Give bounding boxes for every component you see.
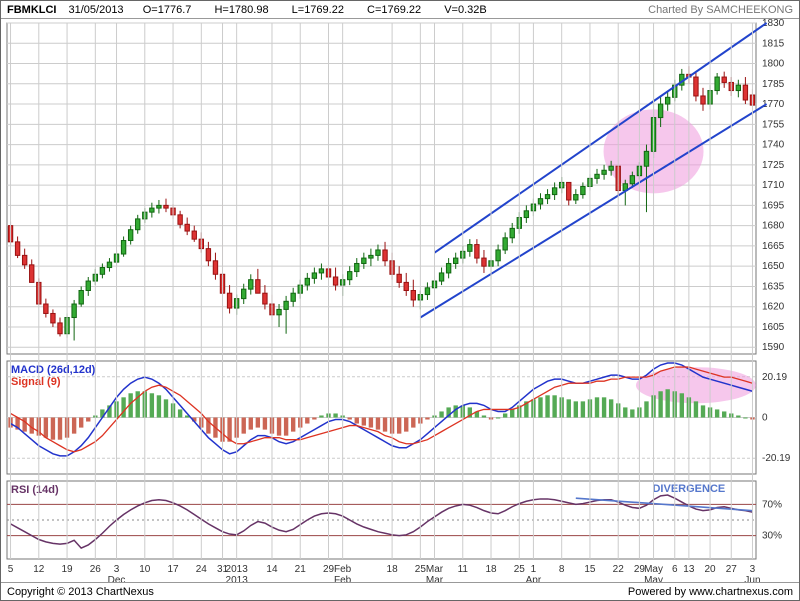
svg-text:-20.19: -20.19 bbox=[762, 453, 791, 464]
volume-value: 0.32B bbox=[458, 4, 487, 16]
svg-text:1665: 1665 bbox=[762, 241, 785, 252]
svg-text:2013: 2013 bbox=[226, 564, 249, 575]
svg-text:26: 26 bbox=[90, 564, 102, 575]
svg-text:13: 13 bbox=[683, 564, 695, 575]
svg-text:Mar: Mar bbox=[426, 575, 444, 582]
svg-text:1620: 1620 bbox=[762, 302, 785, 313]
svg-text:RSI (14d): RSI (14d) bbox=[11, 484, 59, 496]
svg-text:1815: 1815 bbox=[762, 38, 785, 49]
svg-text:14: 14 bbox=[266, 564, 278, 575]
svg-text:70%: 70% bbox=[762, 499, 782, 510]
high-value: 1780.98 bbox=[229, 4, 269, 16]
svg-text:MACD (26d,12d): MACD (26d,12d) bbox=[11, 364, 96, 376]
svg-text:30%: 30% bbox=[762, 531, 782, 542]
date-label: 31/05/2013 bbox=[69, 4, 124, 16]
svg-text:19: 19 bbox=[61, 564, 73, 575]
svg-text:1635: 1635 bbox=[762, 281, 785, 292]
svg-text:Apr: Apr bbox=[526, 575, 542, 582]
svg-text:3: 3 bbox=[750, 564, 756, 575]
svg-text:1725: 1725 bbox=[762, 160, 785, 171]
close-value: 1769.22 bbox=[381, 4, 421, 16]
svg-text:20.19: 20.19 bbox=[762, 372, 787, 383]
svg-text:1785: 1785 bbox=[762, 79, 785, 90]
svg-text:May: May bbox=[644, 564, 663, 575]
svg-text:18: 18 bbox=[485, 564, 497, 575]
svg-text:1605: 1605 bbox=[762, 322, 785, 333]
svg-text:12: 12 bbox=[33, 564, 45, 575]
svg-text:27: 27 bbox=[726, 564, 738, 575]
svg-text:29: 29 bbox=[323, 564, 335, 575]
price-panel: 1590 1605 1620 1635 1650 1665 1680 1695 1710 1725… bbox=[7, 19, 785, 354]
svg-text:11: 11 bbox=[458, 564, 469, 575]
svg-text:1650: 1650 bbox=[762, 261, 785, 272]
chart-plot-area[interactable]: 1590160516201635165016651680169517101725… bbox=[1, 19, 799, 582]
ohlc-block: 31/05/2013 O=1776.7 H=1780.98 L=1769.22 … bbox=[69, 4, 507, 16]
open-value: 1776.7 bbox=[158, 4, 192, 16]
svg-text:25: 25 bbox=[514, 564, 526, 575]
svg-text:17: 17 bbox=[167, 564, 179, 575]
svg-text:5: 5 bbox=[8, 564, 14, 575]
chart-header: FBMKLCI 31/05/2013 O=1776.7 H=1780.98 L=… bbox=[1, 1, 799, 19]
svg-text:1800: 1800 bbox=[762, 59, 785, 70]
svg-text:Dec: Dec bbox=[108, 575, 126, 582]
chart-container: FBMKLCI 31/05/2013 O=1776.7 H=1780.98 L=… bbox=[0, 0, 800, 601]
svg-text:20: 20 bbox=[705, 564, 717, 575]
svg-text:Jun: Jun bbox=[744, 575, 760, 582]
svg-text:1740: 1740 bbox=[762, 140, 785, 151]
credit-label: Charted By SAMCHEEKONG bbox=[648, 4, 793, 16]
svg-text:1680: 1680 bbox=[762, 221, 785, 232]
powered-label: Powered by www.chartnexus.com bbox=[628, 586, 793, 598]
svg-text:2013: 2013 bbox=[226, 575, 249, 582]
svg-text:18: 18 bbox=[387, 564, 399, 575]
svg-text:1590: 1590 bbox=[762, 342, 785, 353]
svg-text:24: 24 bbox=[196, 564, 208, 575]
svg-text:8: 8 bbox=[559, 564, 565, 575]
copyright-label: Copyright © 2013 ChartNexus bbox=[7, 586, 154, 598]
svg-text:25: 25 bbox=[415, 564, 427, 575]
svg-text:1695: 1695 bbox=[762, 200, 785, 211]
svg-text:6: 6 bbox=[672, 564, 678, 575]
rsi-panel: 30%70%DIVERGENCERSI (14d) bbox=[7, 481, 782, 559]
svg-text:15: 15 bbox=[584, 564, 596, 575]
macd-panel: -20.19 0 20.19 MACD (26d,12d)Signal (9) bbox=[7, 361, 791, 474]
svg-text:Signal (9): Signal (9) bbox=[11, 376, 61, 388]
x-axis: 51219263Dec1017243120132013142129FebFeb1… bbox=[8, 23, 761, 582]
symbol-label: FBMKLCI bbox=[7, 4, 57, 16]
svg-text:Feb: Feb bbox=[334, 575, 352, 582]
svg-text:1710: 1710 bbox=[762, 180, 785, 191]
svg-text:1: 1 bbox=[531, 564, 537, 575]
svg-text:Feb: Feb bbox=[334, 564, 352, 575]
svg-text:21: 21 bbox=[295, 564, 307, 575]
low-value: 1769.22 bbox=[304, 4, 344, 16]
svg-text:22: 22 bbox=[613, 564, 625, 575]
chart-svg[interactable]: 1590160516201635165016651680169517101725… bbox=[1, 19, 799, 582]
svg-text:Mar: Mar bbox=[426, 564, 444, 575]
svg-text:1755: 1755 bbox=[762, 119, 785, 130]
svg-text:10: 10 bbox=[139, 564, 151, 575]
chart-footer: Copyright © 2013 ChartNexus Powered by w… bbox=[1, 582, 799, 600]
svg-text:3: 3 bbox=[114, 564, 120, 575]
svg-text:0: 0 bbox=[762, 413, 768, 424]
svg-text:May: May bbox=[644, 575, 663, 582]
